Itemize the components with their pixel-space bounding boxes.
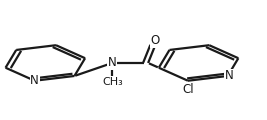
Text: O: O [151,34,160,47]
Text: N: N [225,69,233,82]
Text: N: N [108,57,117,69]
Text: N: N [30,74,39,87]
Text: Cl: Cl [182,83,194,96]
Text: CH₃: CH₃ [102,77,123,87]
